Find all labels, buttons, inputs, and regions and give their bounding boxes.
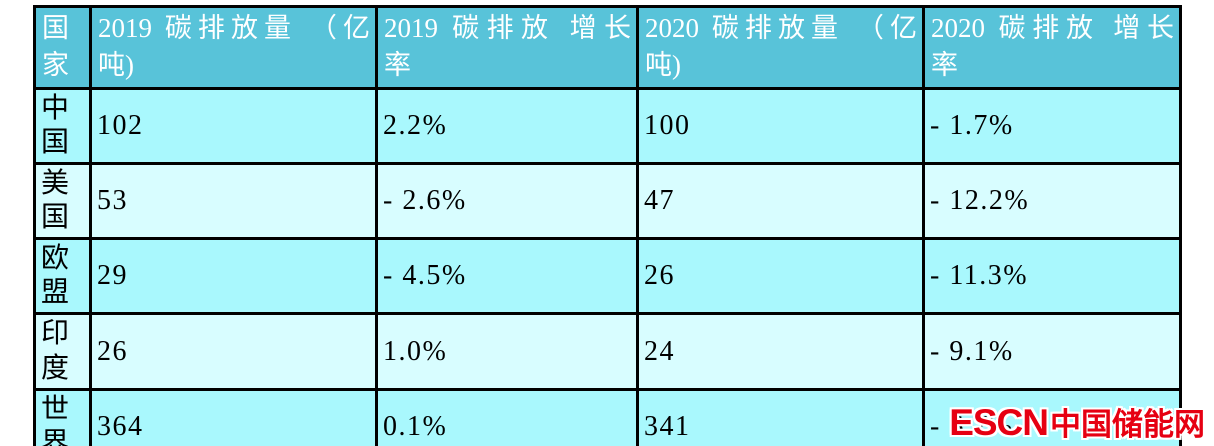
cell-2019-growth: - 2.6% (375, 161, 639, 241)
column-header-2019-growth: 2019 碳排放 增长 率 (375, 5, 639, 90)
header-line: 率 (384, 50, 411, 81)
cell-2020-emission: 24 (636, 312, 925, 391)
cell-2019-growth: 0.1% (375, 387, 639, 446)
column-header-country: 国 家 (33, 5, 92, 90)
cell-2020-emission: 100 (636, 86, 925, 165)
header-line: 2019 碳排放量 （亿 (98, 13, 370, 43)
column-header-2019-emission: 2019 碳排放量 （亿 吨) (89, 5, 378, 90)
table-row-world: 世界 364 0.1% 341 - 6.7% (33, 387, 1182, 446)
cell-2019-emission: 29 (89, 237, 378, 316)
cell-country: 欧盟 (33, 237, 92, 316)
cell-2020-growth: - 11.3% (922, 237, 1182, 316)
column-header-2020-growth: 2020 碳排放 增长 率 (922, 5, 1182, 90)
escn-watermark: ESCN中国储能网 (949, 399, 1205, 444)
header-line: 吨) (645, 50, 681, 81)
cell-2019-growth: - 4.5% (375, 237, 639, 316)
header-line: 2019 碳排放 增长 (384, 13, 631, 43)
header-row: 国 家 2019 碳排放量 （亿 吨) 2019 碳排放 增长 率 2020 碳… (33, 5, 1182, 90)
cell-2020-emission: 47 (636, 161, 925, 241)
column-header-2020-emission: 2020 碳排放量 （亿 吨) (636, 5, 925, 90)
cell-2019-growth: 1.0% (375, 312, 639, 391)
table-header: 国 家 2019 碳排放量 （亿 吨) 2019 碳排放 增长 率 2020 碳… (33, 5, 1182, 90)
table-body: 中国 102 2.2% 100 - 1.7% 美国 53 - 2.6% 47 -… (33, 86, 1182, 446)
header-line: 吨) (98, 50, 134, 81)
escn-logo-text: ESCN (949, 402, 1049, 443)
table-row-eu: 欧盟 29 - 4.5% 26 - 11.3% (33, 237, 1182, 316)
header-line: 2020 碳排放量 （亿 (645, 13, 917, 43)
cell-2019-growth: 2.2% (375, 86, 639, 165)
cell-2020-growth: - 6.7% (922, 387, 1182, 446)
cell-2020-emission: 26 (636, 237, 925, 316)
cell-2019-emission: 26 (89, 312, 378, 391)
table-row-india: 印度 26 1.0% 24 - 9.1% (33, 312, 1182, 391)
cell-country: 中国 (33, 86, 92, 165)
cell-2019-emission: 53 (89, 161, 378, 241)
emissions-table: 国 家 2019 碳排放量 （亿 吨) 2019 碳排放 增长 率 2020 碳… (33, 5, 1182, 446)
header-line: 率 (931, 50, 958, 81)
table-row-china: 中国 102 2.2% 100 - 1.7% (33, 86, 1182, 165)
cell-2019-emission: 364 (89, 387, 378, 446)
header-line: 国 (42, 13, 69, 43)
cell-country: 世界 (33, 387, 92, 446)
cell-2019-emission: 102 (89, 86, 378, 165)
cell-country: 印度 (33, 312, 92, 391)
cell-2020-growth: - 9.1% (922, 312, 1182, 391)
header-line: 2020 碳排放 增长 (931, 13, 1174, 43)
header-line: 家 (42, 50, 69, 81)
cell-2020-growth: - 1.7% (922, 86, 1182, 165)
cell-2020-emission: 341 (636, 387, 925, 446)
escn-site-name: 中国储能网 (1050, 407, 1205, 442)
table-row-usa: 美国 53 - 2.6% 47 - 12.2% (33, 161, 1182, 241)
cell-2020-growth: - 12.2% (922, 161, 1182, 241)
cell-country: 美国 (33, 161, 92, 241)
